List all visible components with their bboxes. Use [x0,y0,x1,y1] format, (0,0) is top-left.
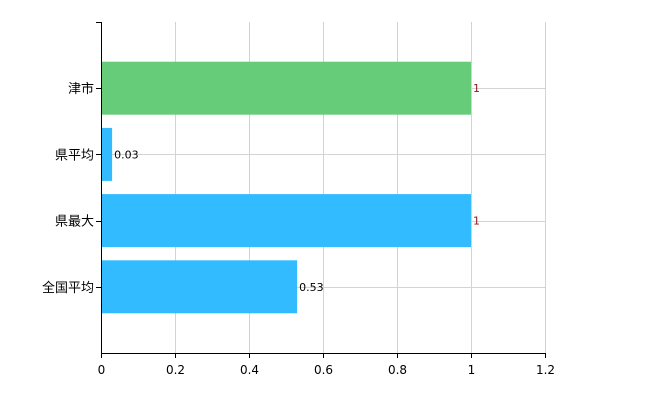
category-label: 津市 [68,81,94,97]
x-tick-label: 0.2 [166,363,185,377]
bar [101,127,113,181]
x-tick-label: 0.8 [388,363,407,377]
category-label: 県最大 [55,215,94,230]
category-label: 県平均 [55,148,94,163]
bar-value-label: 0.03 [114,148,139,161]
bar [101,194,471,248]
x-tick-label: 0.6 [314,363,333,377]
x-tick-label: 0.4 [240,363,259,377]
x-tick-label: 0 [98,363,106,377]
category-label: 全国平均 [42,280,94,296]
bar-value-label: 1 [473,82,480,95]
bar-value-label: 1 [473,215,480,228]
x-tick-label: 1 [468,363,476,377]
x-tick-label: 1.2 [536,363,555,377]
bar [101,260,298,314]
bar [101,61,471,115]
bar-value-label: 0.53 [299,281,324,294]
